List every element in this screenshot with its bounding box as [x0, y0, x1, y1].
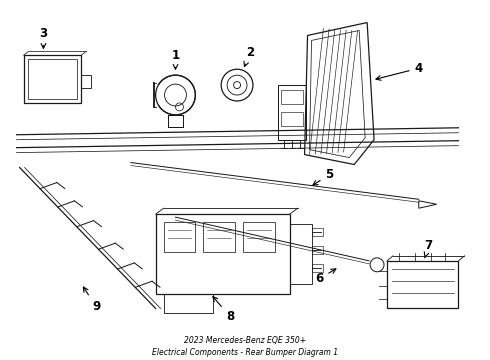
Text: 2023 Mercedes-Benz EQE 350+
Electrical Components - Rear Bumper Diagram 1: 2023 Mercedes-Benz EQE 350+ Electrical C…: [152, 336, 338, 357]
Text: 7: 7: [424, 239, 433, 258]
Text: 3: 3: [39, 27, 48, 48]
Text: 9: 9: [83, 287, 100, 313]
Text: 8: 8: [213, 297, 234, 323]
Text: 6: 6: [316, 269, 336, 285]
Bar: [387, 261, 459, 309]
Bar: [312, 246, 323, 254]
Bar: [290, 224, 312, 284]
Text: 4: 4: [376, 62, 423, 80]
Bar: [164, 294, 213, 314]
Bar: [203, 222, 235, 252]
Bar: [312, 264, 323, 272]
Bar: [156, 214, 290, 294]
Bar: [312, 228, 323, 236]
Bar: [281, 90, 303, 104]
Bar: [81, 75, 91, 89]
Bar: [281, 112, 303, 126]
Text: 1: 1: [172, 49, 179, 69]
Bar: [278, 85, 306, 140]
Bar: [243, 222, 275, 252]
Bar: [164, 222, 196, 252]
Text: 5: 5: [313, 168, 334, 185]
Text: 2: 2: [244, 46, 254, 67]
Bar: [27, 59, 77, 99]
Bar: [24, 55, 81, 103]
